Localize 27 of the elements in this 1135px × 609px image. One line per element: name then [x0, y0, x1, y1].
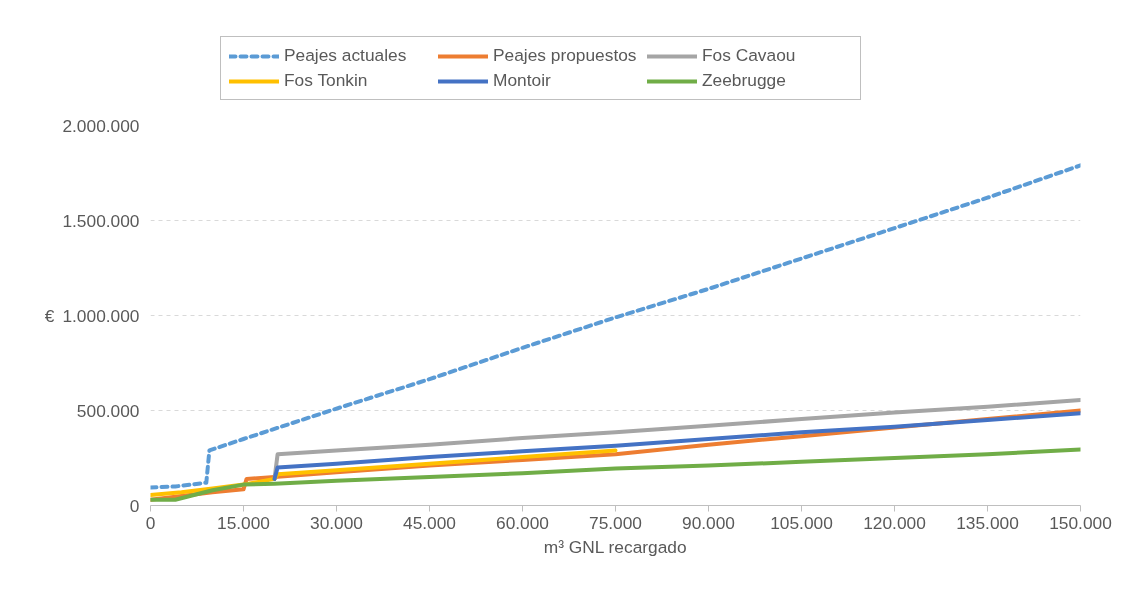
legend-label: Fos Tonkin — [284, 70, 369, 91]
y-tick-label: 2.000.000 — [62, 115, 140, 136]
line-series — [150, 163, 1081, 490]
legend-label: Fos Cavaou — [702, 45, 797, 66]
x-tick-label: 60.000 — [496, 512, 549, 533]
legend-label: Zeebrugge — [702, 70, 787, 91]
legend-label: Peajes actuales — [284, 45, 408, 66]
y-tick-label: 0 — [129, 495, 140, 516]
x-tick-label: 135.000 — [956, 512, 1019, 533]
line-series — [150, 447, 1081, 502]
legend-label: Montoir — [493, 70, 552, 91]
y-tick-label: 500.000 — [76, 400, 140, 421]
x-tick-label: 120.000 — [863, 512, 926, 533]
line-series — [272, 411, 1081, 481]
x-tick-label: 90.000 — [682, 512, 735, 533]
x-tick-label: 45.000 — [403, 512, 456, 533]
x-axis-title: m³ GNL recargado — [543, 536, 687, 557]
y-axis-title: € — [44, 305, 55, 326]
x-tick-label: 30.000 — [310, 512, 363, 533]
x-tick-label: 105.000 — [770, 512, 833, 533]
y-tick-label: 1.500.000 — [62, 210, 140, 231]
y-tick-label: 1.000.000 — [62, 305, 140, 326]
x-tick-label: 75.000 — [589, 512, 642, 533]
x-tick-label: 150.000 — [1049, 512, 1112, 533]
legend-label: Peajes propuestos — [493, 45, 638, 66]
x-tick-label: 15.000 — [217, 512, 270, 533]
x-tick-label: 0 — [145, 512, 156, 533]
